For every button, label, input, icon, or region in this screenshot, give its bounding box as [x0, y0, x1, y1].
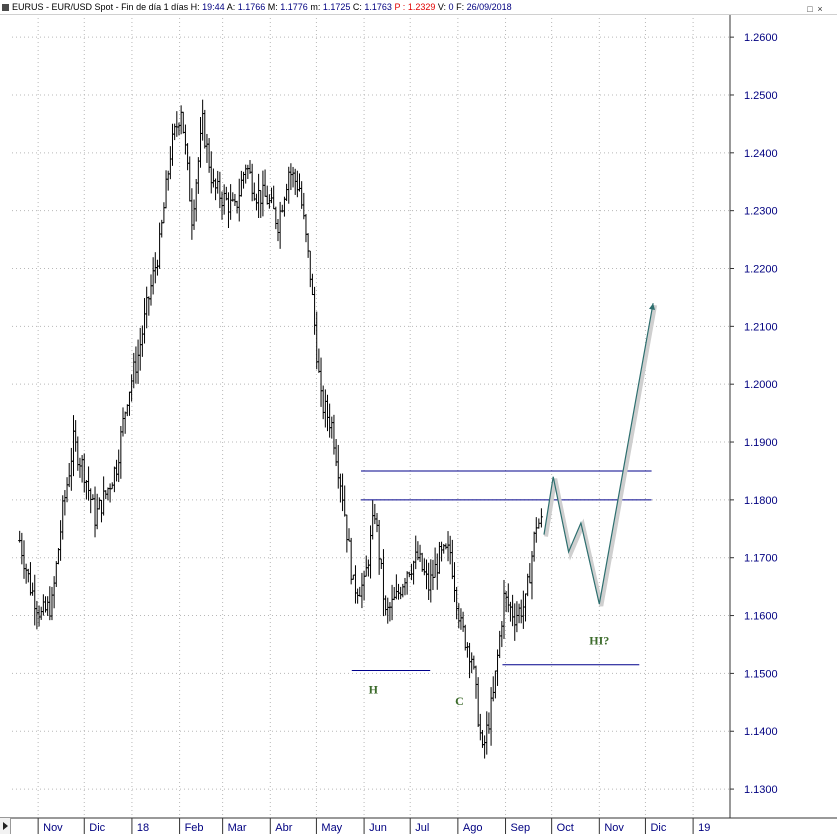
p-value: 1.2329 — [407, 2, 436, 12]
p-label: P : — [394, 2, 406, 12]
h-label: H: — [190, 2, 200, 12]
y-tick-label: 1.2300 — [744, 206, 778, 218]
min-value: 1.1725 — [322, 2, 351, 12]
annotation-label: HI? — [589, 633, 609, 647]
x-tick-label: 18 — [137, 822, 149, 834]
x-tick-label: Ago — [463, 822, 483, 834]
x-tick-label: Mar — [228, 822, 247, 834]
close-icon[interactable]: × — [817, 4, 823, 14]
symbol: EURUS — [12, 2, 44, 12]
restore-icon[interactable]: □ — [807, 4, 813, 14]
m-label: M: — [267, 2, 278, 12]
projection-line — [543, 303, 654, 605]
window-controls: □ × — [805, 2, 833, 14]
x-tick-label: Oct — [557, 822, 574, 834]
projection-path — [543, 303, 658, 607]
y-tick-label: 1.2000 — [744, 379, 778, 391]
min-label: m: — [310, 2, 321, 12]
scroll-left-button[interactable] — [0, 818, 11, 834]
c-value: 1.1763 — [364, 2, 392, 12]
y-tick-label: 1.1500 — [744, 668, 778, 680]
y-axis: 1.1300 1.1400 1.1500 1.1600 1.1700 1.1800 1.19… — [729, 14, 778, 818]
x-tick-label: Nov — [43, 822, 63, 834]
chart-header: EURUS - EUR/USD Spot - Fin de día 1 días… — [0, 0, 837, 15]
y-tick-label: 1.1600 — [744, 611, 778, 623]
chart-annotations: H C HI? — [369, 633, 610, 708]
x-tick-label: Sep — [511, 822, 531, 834]
y-tick-label: 1.2100 — [744, 321, 778, 333]
y-tick-label: 1.1700 — [744, 553, 778, 565]
c-label: C: — [352, 2, 362, 12]
y-tick-label: 1.1900 — [744, 437, 778, 449]
square-icon — [2, 4, 9, 12]
f-value: 26/09/2018 — [466, 2, 512, 12]
v-value: 0 — [448, 2, 454, 12]
play-arrow-icon — [3, 822, 8, 830]
v-label: V: — [437, 2, 447, 12]
y-tick-label: 1.2200 — [744, 264, 778, 276]
x-tick-label: Dic — [89, 822, 105, 834]
projection-shadow — [544, 304, 658, 607]
x-tick-label: Feb — [185, 822, 204, 834]
price-bars — [18, 99, 543, 759]
y-tick-label: 1.1400 — [744, 726, 778, 738]
m-value: 1.1776 — [280, 2, 308, 12]
h-value: 19:44 — [202, 2, 225, 12]
y-tick-label: 1.2500 — [744, 90, 778, 102]
x-tick-label: Dic — [650, 822, 666, 834]
horizontal-lines — [351, 470, 652, 672]
x-axis: Nov Dic 18 Feb Mar Abr May Jun Jul Ago Sep Oct Nov Di… — [0, 817, 837, 834]
x-tick-label: 19 — [698, 822, 710, 834]
y-tick-label: 1.1800 — [744, 495, 778, 507]
y-tick-label: 1.1300 — [744, 784, 778, 796]
x-tick-label: Nov — [604, 822, 624, 834]
a-label: A: — [226, 2, 236, 12]
x-tick-label: May — [321, 822, 342, 834]
y-tick-label: 1.2400 — [744, 148, 778, 160]
x-tick-label: Abr — [275, 822, 292, 834]
projection-arrowhead — [649, 303, 656, 310]
annotation-label: C — [455, 694, 464, 708]
a-value: 1.1766 — [237, 2, 266, 12]
y-tick-label: 1.2600 — [744, 32, 778, 44]
f-label: F: — [456, 2, 465, 12]
x-tick-label: Jul — [415, 822, 429, 834]
description: EUR/USD Spot - Fin de día 1 días — [51, 2, 189, 12]
chart-grid — [12, 14, 730, 818]
annotation-label: H — [369, 683, 379, 697]
x-tick-label: Jun — [369, 822, 387, 834]
